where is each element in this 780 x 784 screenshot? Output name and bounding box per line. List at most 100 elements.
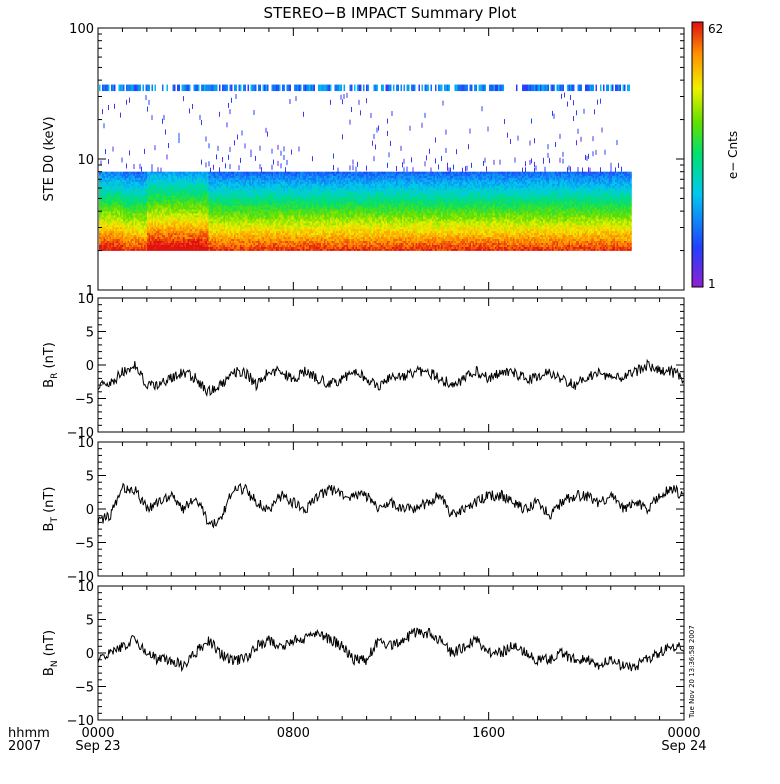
spectrogram-speck [266, 128, 267, 133]
spectrogram-speck [105, 149, 106, 154]
spectrogram-speck [230, 164, 231, 169]
spectrogram-speck [144, 149, 145, 154]
spectrogram-band [258, 85, 260, 92]
spectrogram-band [140, 85, 142, 92]
spectrogram-speck [200, 115, 201, 120]
spectrogram-band [122, 85, 124, 92]
spectrogram-band [162, 85, 164, 92]
spectrogram-band [215, 85, 217, 92]
spectrogram-band [155, 85, 157, 92]
spectrogram-speck [189, 108, 190, 113]
spectrogram-band [263, 85, 265, 92]
spectrogram-band [195, 85, 197, 92]
spectrogram-band [225, 85, 227, 92]
spectrogram-speck [273, 160, 274, 165]
spectrogram-band [219, 85, 221, 92]
spectrogram-speck [213, 165, 214, 170]
spectrogram-band [264, 85, 266, 92]
spectrogram-band [179, 85, 181, 92]
spectrogram-band [198, 85, 200, 92]
spectrogram-band [272, 85, 274, 92]
spectrogram-speck [179, 138, 180, 143]
spectrogram-band [108, 85, 110, 92]
spectrogram-speck [104, 123, 105, 128]
spectrogram-band [273, 85, 275, 92]
spectrogram-speck [228, 155, 229, 160]
spectrogram-speck [209, 143, 210, 148]
spectrogram-band [210, 85, 212, 92]
spectrogram-band [188, 85, 190, 92]
spectrogram-speck [164, 115, 165, 120]
spectrogram-speck [227, 122, 228, 127]
spectrogram-band [239, 85, 241, 92]
spectrogram-band [245, 85, 247, 92]
spectrogram-speck [122, 157, 123, 162]
spectrogram-band [149, 85, 151, 92]
spectrogram-speck [161, 168, 162, 173]
spectrogram-speck [261, 167, 262, 172]
spectrogram-band [131, 85, 133, 92]
spectrogram-speck [216, 154, 217, 159]
spectrogram-band [146, 85, 148, 92]
spectrogram-band [251, 85, 253, 92]
spectrogram-band [123, 85, 125, 92]
spectrogram-band [143, 85, 145, 92]
spectrogram-speck [218, 146, 219, 151]
spectrogram-band [134, 85, 136, 92]
spectrogram-speck [234, 140, 235, 145]
spectrogram-speck [245, 143, 246, 148]
spectrogram-band [207, 85, 209, 92]
spectrogram-band [267, 85, 269, 92]
spectrogram-speck [183, 96, 184, 101]
spectrogram-speck [108, 105, 109, 110]
spectrogram-band [183, 85, 185, 92]
spectrogram-speck [134, 164, 135, 169]
spectrogram-band [212, 85, 214, 92]
spectrogram-speck [236, 94, 237, 99]
spectrogram-band [189, 85, 191, 92]
spectrogram-speck [239, 165, 240, 170]
spectrogram-speck [114, 104, 115, 109]
spectrogram-band [102, 85, 104, 92]
spectrogram-band [236, 85, 238, 92]
spectrogram-band [126, 85, 128, 92]
spectrogram-band [276, 85, 278, 92]
spectrogram-speck [255, 156, 256, 161]
spectrogram-speck [179, 133, 180, 138]
spectrogram-speck [113, 147, 114, 152]
spectrogram-band [152, 85, 154, 92]
spectrogram-speck [146, 95, 147, 100]
spectrogram-speck [201, 120, 202, 125]
spectrogram-band [105, 85, 107, 92]
spectrogram-speck [126, 163, 127, 168]
spectrogram-band [174, 85, 176, 92]
spectrogram-speck [230, 147, 231, 152]
spectrogram-speck [126, 100, 127, 105]
spectrogram-band [186, 85, 188, 92]
spectrogram-band [248, 85, 250, 92]
plot-title: STEREO−B IMPACT Summary Plot [264, 4, 517, 22]
spectrogram-band [120, 85, 122, 92]
spectrogram-speck [167, 154, 168, 159]
spectrogram-band [201, 85, 203, 92]
spectrogram-speck [149, 100, 150, 105]
spectrogram-image [99, 85, 632, 251]
spectrogram-speck [222, 157, 223, 162]
spectrogram-band [213, 85, 215, 92]
spectrogram-speck [242, 130, 243, 135]
spectrogram-band [173, 85, 175, 92]
spectrogram-speck [272, 165, 273, 170]
spectrogram-speck [219, 167, 220, 172]
spectrogram-band [260, 85, 262, 92]
spectrogram-band [138, 85, 140, 92]
spectrogram-band [234, 85, 236, 92]
spectrogram-speck [168, 143, 169, 148]
spectrogram-speck [192, 104, 193, 109]
spectrogram-band [113, 85, 115, 92]
spectrogram-band [132, 85, 134, 92]
spectrogram-band [243, 85, 245, 92]
spectrogram-speck [278, 161, 279, 166]
spectrogram-speck [267, 132, 268, 137]
